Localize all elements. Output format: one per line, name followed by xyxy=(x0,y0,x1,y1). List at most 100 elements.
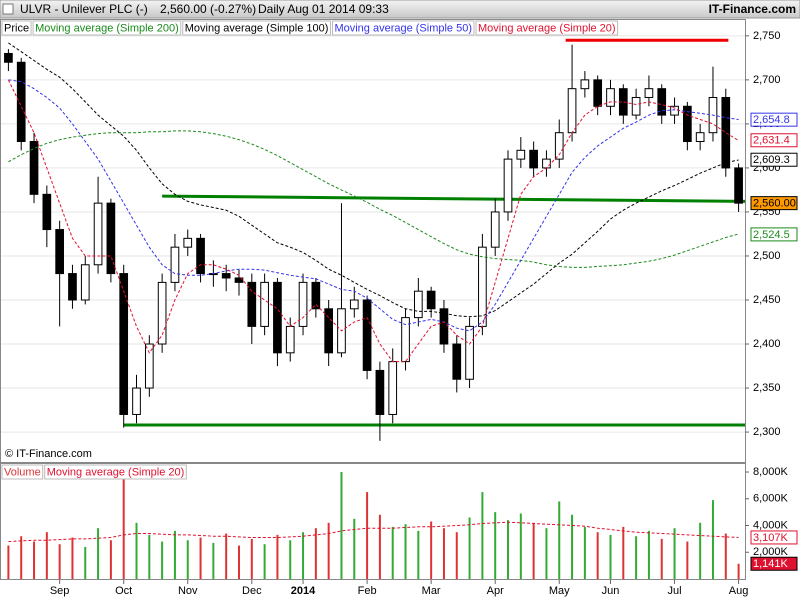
legend-box xyxy=(44,464,187,480)
volume-bar xyxy=(135,522,138,579)
volume-bar xyxy=(71,537,74,579)
candle-body xyxy=(221,273,231,279)
value-marker-label: 1,141K xyxy=(753,558,789,570)
candle-body xyxy=(106,202,116,275)
value-marker-label: 2,654.8 xyxy=(753,114,790,126)
volume-bar xyxy=(84,546,87,579)
candle-body xyxy=(119,273,129,415)
volume-bar xyxy=(173,530,176,579)
volume-bar xyxy=(378,514,381,579)
volume-bar xyxy=(635,536,638,579)
x-tick-label: Oct xyxy=(115,585,132,597)
candle-body xyxy=(132,387,141,415)
x-tick-label: Nov xyxy=(178,585,198,597)
moving-average xyxy=(8,130,739,268)
candle-body xyxy=(644,88,654,98)
y-tick-label: 2,700 xyxy=(753,74,781,86)
x-tick-label: Jun xyxy=(602,585,620,597)
volume-bar xyxy=(97,528,100,579)
volume-bar xyxy=(609,534,612,579)
volume-bar xyxy=(7,545,10,579)
volume-bar xyxy=(148,534,151,579)
volume-bar xyxy=(711,500,714,579)
candle-body xyxy=(388,361,398,415)
candle-body xyxy=(554,132,564,160)
volume-bar xyxy=(109,540,112,579)
y-tick-label: 2,350 xyxy=(753,382,781,394)
volume-bar xyxy=(289,540,292,579)
y-tick-label: 6,000K xyxy=(753,493,789,505)
value-marker xyxy=(750,530,798,545)
watermark: © IT-Finance.com xyxy=(5,448,92,460)
volume-bar xyxy=(237,545,240,579)
volume-bar xyxy=(699,522,702,579)
moving-average xyxy=(8,79,739,332)
candle-body xyxy=(631,96,641,116)
legend-entry: Volume xyxy=(4,466,41,478)
x-tick-label: Sep xyxy=(50,585,70,597)
volume-bar xyxy=(20,536,23,579)
volume-bar xyxy=(391,526,394,579)
y-tick-label: 2,000K xyxy=(753,546,789,558)
y-tick-label: 2,400 xyxy=(753,338,781,350)
volume-bar xyxy=(558,501,561,579)
legend-entry: Moving average (Simple 200) xyxy=(35,22,179,34)
candle-body xyxy=(157,281,167,345)
volume-average xyxy=(8,521,739,543)
volume-bar xyxy=(366,492,369,579)
candle-body xyxy=(465,325,474,380)
volume-bar xyxy=(647,530,650,579)
candle-body xyxy=(606,88,615,107)
candle-body xyxy=(401,317,410,363)
volume-bar xyxy=(404,524,407,579)
volume-bar xyxy=(225,533,228,579)
volume-bar xyxy=(276,534,279,579)
period: Daily Aug 01 2014 09:33 xyxy=(258,2,389,16)
volume-bar xyxy=(622,526,625,579)
candle-body xyxy=(55,229,64,275)
x-tick-label: Dec xyxy=(242,585,262,597)
x-tick-label: Feb xyxy=(358,585,377,597)
candle-body xyxy=(721,96,731,169)
volume-bar xyxy=(545,528,548,579)
candle-body xyxy=(183,237,193,248)
x-tick-label: Jul xyxy=(668,585,682,597)
candle-body xyxy=(362,299,372,371)
y-tick-label: 2,450 xyxy=(753,294,781,306)
volume-bar xyxy=(417,530,420,579)
value-marker xyxy=(750,196,798,211)
candle-body xyxy=(273,281,282,354)
candle-body xyxy=(375,369,385,415)
volume-bar xyxy=(519,513,522,579)
volume-bar xyxy=(494,512,497,579)
volume-bar xyxy=(212,542,215,579)
x-tick-label: 2014 xyxy=(291,585,316,597)
volume-bar xyxy=(199,537,202,579)
candle-body xyxy=(542,158,551,169)
legend-box xyxy=(331,20,475,36)
candle-body xyxy=(657,88,667,116)
candle-body xyxy=(170,246,180,283)
volume-bar xyxy=(122,478,125,579)
volume-bar xyxy=(660,538,663,579)
legend-entry: Moving average (Simple 100) xyxy=(185,22,329,34)
volume-bar xyxy=(724,533,727,579)
volume-bar xyxy=(596,532,599,579)
candle-body xyxy=(29,141,39,195)
volume-bar xyxy=(583,526,586,579)
volume-bar xyxy=(686,541,689,579)
legend-entry: Moving average (Simple 20) xyxy=(478,22,616,34)
candle-body xyxy=(93,202,103,266)
legend-entry: Moving average (Simple 50) xyxy=(334,22,472,34)
header-bar xyxy=(0,0,800,19)
candle-body xyxy=(490,211,500,248)
legend-box xyxy=(32,20,182,36)
site: IT-Finance.com xyxy=(709,2,796,16)
trendline xyxy=(162,194,746,203)
candle-body xyxy=(426,290,436,310)
volume-bar xyxy=(186,540,189,579)
value-marker xyxy=(750,227,798,242)
candle-body xyxy=(16,61,26,143)
candle-body xyxy=(516,149,526,160)
price-panel xyxy=(0,19,746,463)
